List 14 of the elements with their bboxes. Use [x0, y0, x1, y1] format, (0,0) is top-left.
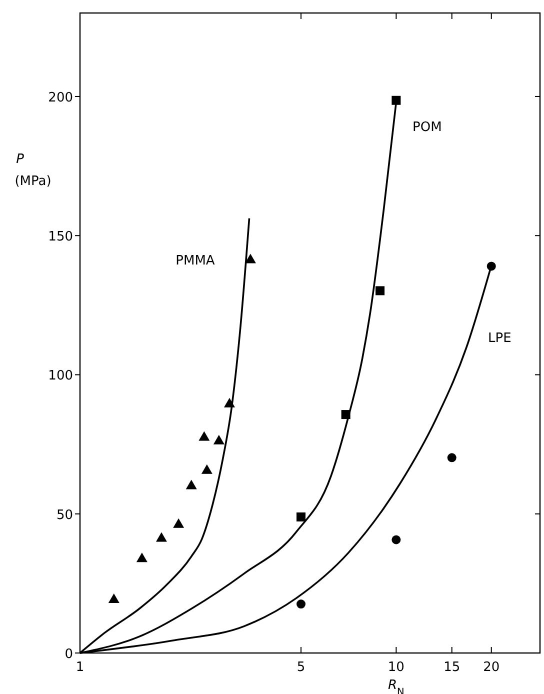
y-axis-title: P (MPa)	[14, 152, 52, 189]
text: PMMA	[176, 253, 215, 268]
y-tick-label: 200	[48, 90, 73, 106]
series-label: LPE	[488, 330, 512, 346]
y-tick-label: 150	[48, 230, 73, 245]
x-tick-label: 20	[483, 660, 500, 675]
y-tick-label: 100	[48, 368, 73, 384]
y-tick-label: 0	[64, 647, 73, 662]
x-tick-label: 15	[444, 660, 460, 675]
x-tick-label: 5	[296, 660, 306, 675]
x-tick-label: 10	[388, 660, 404, 675]
y-tick-label: 50	[56, 508, 73, 523]
series-label: POM	[412, 120, 442, 136]
x-tick-label: 1	[76, 660, 84, 675]
